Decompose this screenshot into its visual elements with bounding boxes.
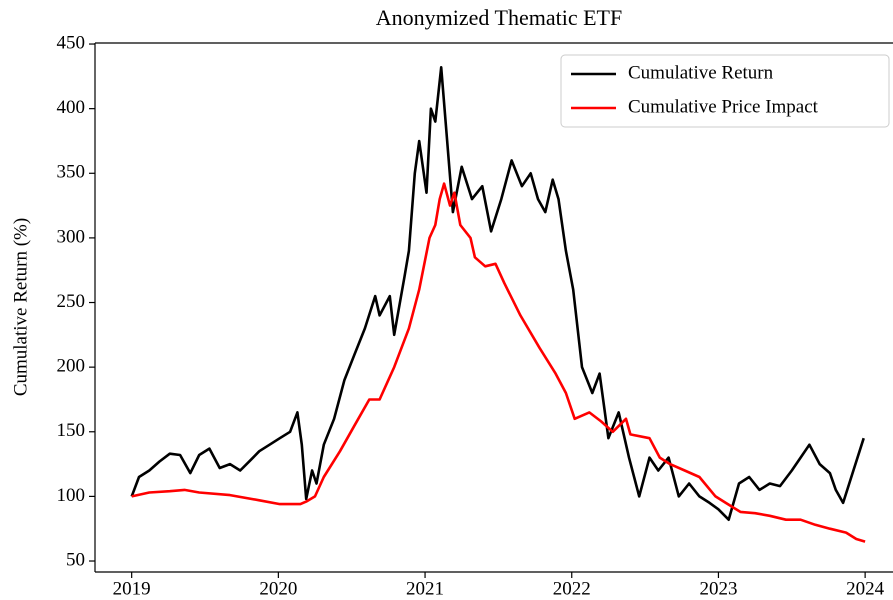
series-line (131, 182, 866, 543)
y-tick-label: 400 (57, 97, 86, 118)
y-tick-label: 450 (57, 32, 86, 53)
legend-label: Cumulative Return (628, 62, 774, 83)
y-tick-label: 250 (57, 291, 86, 312)
series-line (130, 66, 865, 521)
y-tick-label: 50 (66, 549, 85, 570)
legend: Cumulative Return Cumulative Price Impact (560, 54, 890, 128)
y-tick-label: 150 (57, 420, 86, 441)
x-tick-label: 2024 (846, 578, 885, 599)
x-tick-label: 2023 (699, 578, 737, 599)
x-tick-label: 2019 (113, 578, 151, 599)
y-axis-label: Cumulative Return (%) (10, 218, 31, 396)
y-tick-label: 300 (57, 226, 86, 247)
legend-label: Cumulative Price Impact (628, 96, 819, 117)
x-tick-label: 2021 (406, 578, 444, 599)
x-tick-label: 2022 (553, 578, 591, 599)
chart-title: Anonymized Thematic ETF (376, 5, 622, 30)
y-tick-label: 100 (57, 485, 86, 506)
legend-box (560, 54, 890, 128)
y-tick-label: 200 (57, 356, 86, 377)
y-tick-label: 350 (57, 162, 86, 183)
x-tick-label: 2020 (259, 578, 297, 599)
